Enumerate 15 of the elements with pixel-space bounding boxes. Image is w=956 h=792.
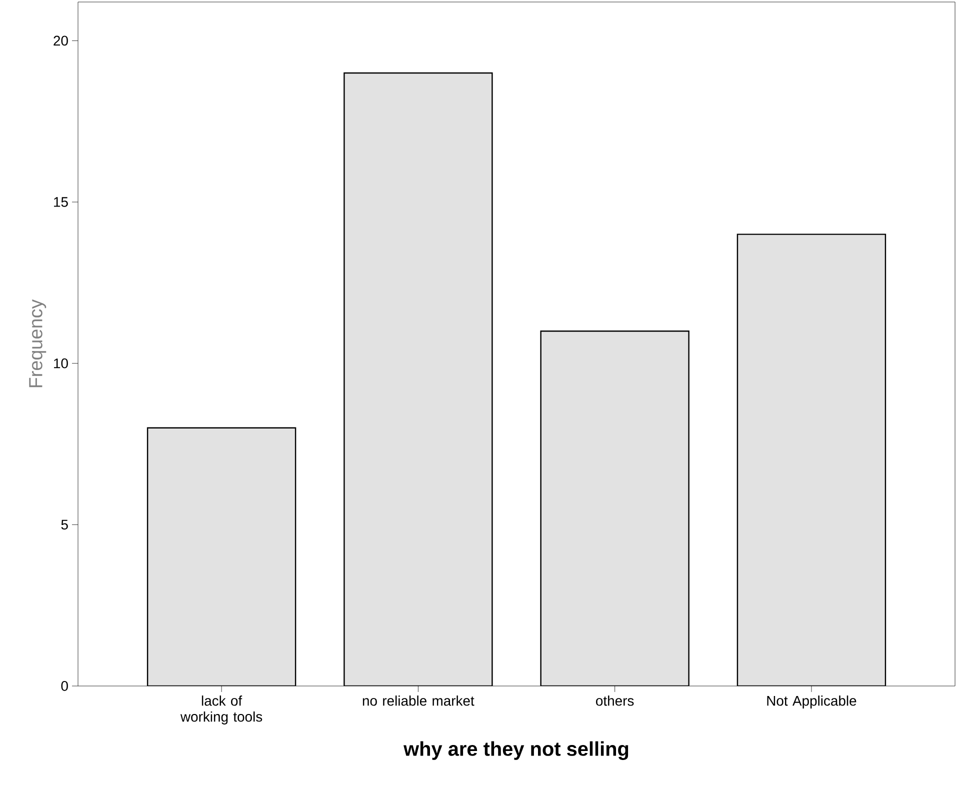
- bar: [344, 72, 492, 686]
- y-tick-label: 20: [54, 36, 68, 46]
- y-tick-label: 10: [54, 358, 68, 368]
- y-axis-title: Frequency: [29, 299, 46, 388]
- x-tick-label: Not Applicable: [767, 696, 856, 709]
- bar: [540, 330, 690, 686]
- x-axis-title: why are they not selling: [404, 741, 628, 760]
- bar: [146, 427, 296, 686]
- bar: [736, 234, 886, 686]
- x-tick-label: others: [596, 696, 634, 706]
- y-tick-label: 15: [54, 197, 68, 207]
- y-tick-label: 0: [61, 681, 68, 691]
- x-tick-label: no reliable market: [362, 696, 474, 706]
- x-tick-label: lack of working tools: [180, 696, 262, 724]
- y-tick-label: 5: [61, 520, 68, 530]
